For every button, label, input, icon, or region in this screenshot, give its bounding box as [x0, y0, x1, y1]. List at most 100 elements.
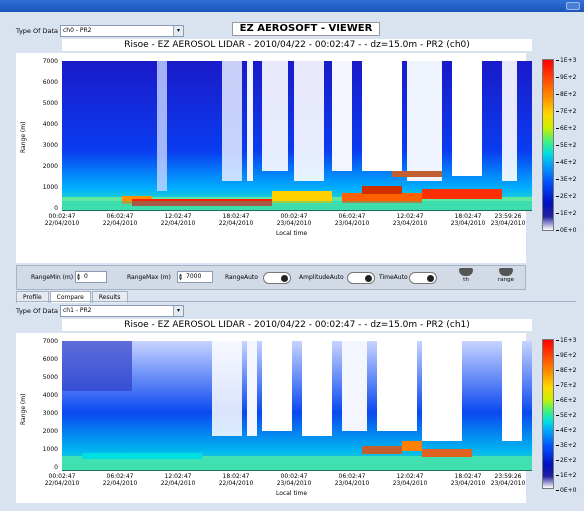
x-tick-label: 12:02:47 23/04/2010	[392, 473, 428, 487]
colorbar-tick: 4E+2	[556, 427, 576, 434]
range-min-label: RangeMin (m)	[31, 274, 74, 281]
x-tick-label: 12:02:47 22/04/2010	[160, 213, 196, 227]
chevron-down-icon[interactable]: ▾	[173, 26, 183, 36]
y-tick-label: 2000	[42, 428, 58, 435]
colorbar-tick: 5E+2	[556, 412, 576, 419]
type-of-data-value: ch0 - PR2	[63, 27, 92, 34]
colorbar-tick: 0E+0	[556, 227, 576, 234]
y-tick-label: 2000	[42, 163, 58, 170]
x-tick-label: 12:02:47 23/04/2010	[392, 213, 428, 227]
plot-title-bottom: Risoe - EZ AEROSOL LIDAR - 2010/04/22 - …	[62, 319, 532, 331]
colorbar-tick: 4E+2	[556, 159, 576, 166]
y-tick-label: 1000	[42, 446, 58, 453]
colorbar-tick: 6E+2	[556, 397, 576, 404]
colorbar-tick: 2E+2	[556, 193, 576, 200]
toggle-knob-icon	[365, 275, 372, 282]
colorbar-tick: 1E+3	[556, 57, 576, 64]
y-axis-label: Range (m)	[20, 121, 27, 153]
y-tick-label: 7000	[42, 338, 58, 345]
y-tick-label: 3000	[42, 410, 58, 417]
type-of-data-select-top[interactable]: ch0 - PR2 ▾	[60, 25, 184, 37]
colorbar-top: 1E+3 9E+2 8E+2 7E+2 6E+2 5E+2 4E+2 3E+2 …	[538, 55, 582, 235]
x-tick-label: 18:02:47 23/04/2010	[450, 473, 486, 487]
type-of-data-select-bottom[interactable]: ch1 - PR2 ▾	[60, 305, 184, 317]
colorbar-tick: 7E+2	[556, 108, 576, 115]
lidar-heatmap-top[interactable]	[62, 61, 532, 211]
colorbar-tick: 0E+0	[556, 487, 576, 494]
eraser-range-button[interactable]: range	[495, 268, 517, 288]
toggle-knob-icon	[281, 275, 288, 282]
tab-results[interactable]: Results	[91, 291, 128, 303]
x-tick-label: 06:02:47 23/04/2010	[334, 473, 370, 487]
app-title: EZ AEROSOFT - VIEWER	[232, 22, 380, 36]
colorbar-tick: 7E+2	[556, 382, 576, 389]
y-tick-label: 1000	[42, 184, 58, 191]
colorbar-tick: 9E+2	[556, 74, 576, 81]
y-tick-label: 5000	[42, 374, 58, 381]
plot-title-top: Risoe - EZ AEROSOL LIDAR - 2010/04/22 - …	[62, 39, 532, 51]
chevron-down-icon[interactable]: ▾	[173, 306, 183, 316]
x-tick-label: 23:59:26 23/04/2010	[490, 213, 526, 227]
colorbar-tick: 2E+2	[556, 457, 576, 464]
type-of-data-row-top: Type Of Data ch0 - PR2 ▾	[16, 25, 184, 37]
colorbar-tick: 3E+2	[556, 176, 576, 183]
lidar-heatmap-bottom[interactable]	[62, 341, 532, 471]
range-max-label: RangeMax (m)	[127, 274, 171, 281]
tab-divider	[16, 301, 576, 302]
eraser-icon	[459, 268, 473, 276]
tab-compare[interactable]: Compare	[49, 291, 91, 303]
range-auto-toggle[interactable]	[263, 272, 291, 284]
range-controls-toolbar: RangeMin (m) ▲ ▼ 0 RangeMax (m) ▲ ▼ 7000 R…	[16, 265, 526, 290]
time-auto-toggle[interactable]	[409, 272, 437, 284]
x-tick-label: 00:02:47 22/04/2010	[44, 213, 80, 227]
range-max-input[interactable]: ▲ ▼ 7000	[177, 271, 213, 283]
x-tick-label: 00:02:47 23/04/2010	[276, 213, 312, 227]
colorbar-tick: 9E+2	[556, 352, 576, 359]
spinner-icon[interactable]: ▲ ▼	[179, 272, 183, 281]
x-tick-label: 00:02:47 23/04/2010	[276, 473, 312, 487]
colorbar-gradient	[542, 339, 554, 489]
y-tick-label: 4000	[42, 121, 58, 128]
y-tick-label: 7000	[42, 58, 58, 65]
toggle-knob-icon	[427, 275, 434, 282]
colorbar-tick: 3E+2	[556, 442, 576, 449]
colorbar-tick: 8E+2	[556, 367, 576, 374]
eraser-icon	[499, 268, 513, 276]
colorbar-tick: 6E+2	[556, 125, 576, 132]
x-tick-label: 12:02:47 22/04/2010	[160, 473, 196, 487]
colorbar-tick: 1E+2	[556, 210, 576, 217]
eraser-th-button[interactable]: th	[455, 268, 477, 288]
colorbar-bottom: 1E+3 9E+2 8E+2 7E+2 6E+2 5E+2 4E+2 3E+2 …	[538, 335, 582, 495]
x-tick-label: 06:02:47 23/04/2010	[334, 213, 370, 227]
y-tick-label: 6000	[42, 79, 58, 86]
x-axis-label: Local time	[276, 230, 308, 237]
time-auto-label: TimeAuto	[379, 274, 408, 281]
amplitude-auto-toggle[interactable]	[347, 272, 375, 284]
plot-panel-top: 7000 6000 5000 4000 3000 2000 1000 0 Ran…	[16, 53, 532, 263]
x-tick-label: 18:02:47 23/04/2010	[450, 213, 486, 227]
spinner-icon[interactable]: ▲ ▼	[77, 272, 81, 281]
colorbar-tick: 5E+2	[556, 142, 576, 149]
x-tick-label: 06:02:47 22/04/2010	[102, 473, 138, 487]
range-min-input[interactable]: ▲ ▼ 0	[75, 271, 107, 283]
y-tick-label: 3000	[42, 142, 58, 149]
x-tick-label: 18:02:47 22/04/2010	[218, 473, 254, 487]
view-tabs: Profile Compare Results	[16, 291, 129, 303]
colorbar-tick: 1E+3	[556, 337, 576, 344]
x-tick-label: 00:02:47 22/04/2010	[44, 473, 80, 487]
window-titlebar	[0, 0, 584, 12]
x-tick-label: 18:02:47 22/04/2010	[218, 213, 254, 227]
y-tick-label: 4000	[42, 392, 58, 399]
x-tick-label: 23:59:26 23/04/2010	[490, 473, 526, 487]
colorbar-gradient	[542, 59, 554, 231]
window-control-button[interactable]	[566, 2, 580, 10]
y-tick-label: 0	[54, 205, 58, 212]
tab-profile[interactable]: Profile	[16, 291, 49, 303]
amplitude-auto-label: AmplitudeAuto	[299, 274, 344, 281]
colorbar-tick: 1E+2	[556, 472, 576, 479]
type-of-data-row-bottom: Type Of Data ch1 - PR2 ▾	[16, 305, 184, 317]
colorbar-tick: 8E+2	[556, 91, 576, 98]
y-tick-label: 5000	[42, 100, 58, 107]
type-of-data-label: Type Of Data	[16, 27, 58, 35]
y-tick-label: 6000	[42, 356, 58, 363]
